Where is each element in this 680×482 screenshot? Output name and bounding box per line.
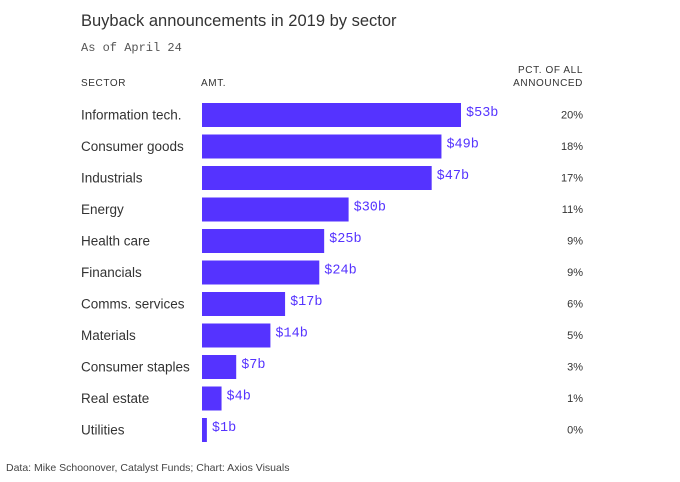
sector-label: Information tech.: [81, 108, 182, 123]
bar: [202, 197, 349, 222]
bar: [202, 386, 222, 411]
bar: [202, 292, 286, 316]
pct-label: 18%: [561, 141, 583, 153]
pct-label: 9%: [567, 267, 583, 279]
pct-label: 1%: [567, 393, 583, 405]
pct-label: 0%: [567, 425, 583, 437]
sector-label: Consumer staples: [81, 360, 190, 375]
bar-value-label: $24b: [324, 264, 356, 279]
bar-value-label: $47b: [437, 169, 469, 184]
sector-label: Materials: [81, 328, 136, 343]
bar-value-label: $49b: [446, 138, 478, 153]
bar: [202, 323, 271, 348]
sector-label: Utilities: [81, 423, 125, 438]
bar: [202, 229, 325, 253]
bar-value-label: $4b: [227, 390, 251, 405]
pct-label: 20%: [561, 110, 583, 122]
chart-title: Buyback announcements in 2019 by sector: [81, 12, 397, 30]
sector-label: Health care: [81, 234, 150, 249]
bar: [202, 418, 207, 442]
bar-value-label: $17b: [290, 295, 322, 310]
bar-value-label: $53b: [466, 106, 498, 121]
bar: [202, 134, 442, 159]
bar: [202, 166, 432, 190]
pct-column-header-line2: ANNOUNCED: [513, 78, 583, 89]
pct-label: 9%: [567, 236, 583, 248]
sector-label: Industrials: [81, 171, 143, 186]
bar-value-label: $25b: [329, 232, 361, 247]
chart-subtitle: As of April 24: [81, 41, 182, 55]
amount-column-header: AMT.: [201, 78, 227, 89]
bar-value-label: $14b: [275, 327, 307, 342]
bar: [202, 260, 320, 285]
sector-label: Comms. services: [81, 297, 185, 312]
bar-value-label: $30b: [354, 201, 386, 216]
bar-value-label: $1b: [212, 421, 236, 436]
bar: [202, 355, 237, 379]
sector-label: Real estate: [81, 391, 149, 406]
sector-label: Energy: [81, 202, 124, 217]
pct-label: 11%: [562, 204, 583, 216]
pct-label: 3%: [567, 362, 583, 374]
bar-value-label: $7b: [241, 358, 265, 373]
source-note: Data: Mike Schoonover, Catalyst Funds; C…: [6, 462, 290, 474]
pct-label: 17%: [561, 173, 583, 185]
sector-column-header: SECTOR: [81, 78, 127, 89]
pct-label: 6%: [567, 299, 583, 311]
pct-column-header: PCT. OF ALL ANNOUNCED: [490, 64, 583, 90]
pct-label: 5%: [567, 330, 583, 342]
sector-label: Consumer goods: [81, 139, 184, 154]
bar: [202, 103, 461, 127]
sector-label: Financials: [81, 265, 142, 280]
pct-column-header-line1: PCT. OF ALL: [518, 65, 583, 76]
